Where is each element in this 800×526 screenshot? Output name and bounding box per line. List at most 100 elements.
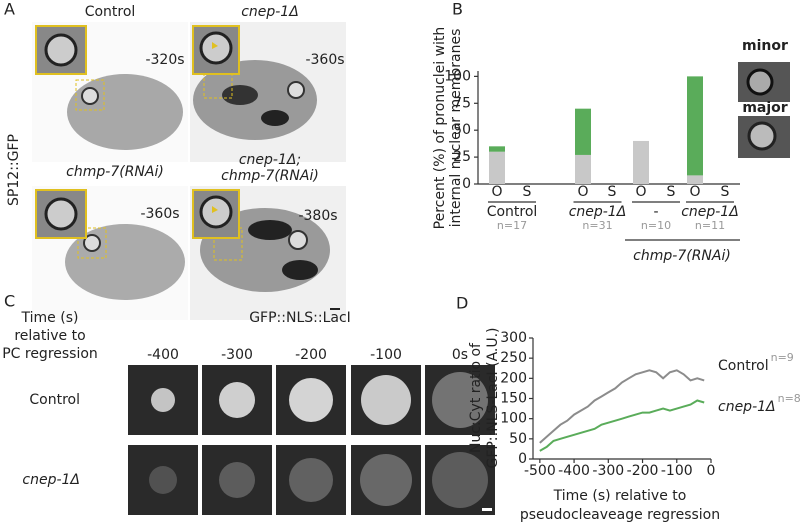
legend-label: cnep-1Δ xyxy=(718,399,776,415)
time-label: -380s xyxy=(298,208,337,224)
time-label: -360s xyxy=(305,52,344,68)
stain-label: SP12::GFP xyxy=(6,134,22,206)
micrograph xyxy=(32,186,188,320)
y-tick-label: 200 xyxy=(500,370,527,386)
x-tick-label: S xyxy=(721,184,730,200)
y-axis-label: Percent (%) of pronuclei with xyxy=(432,27,448,230)
group-label: cnep-1Δ xyxy=(681,204,739,220)
x-tick-label: O xyxy=(491,184,502,200)
legend-images xyxy=(738,62,790,158)
nucleus xyxy=(151,388,175,412)
bar-segment xyxy=(489,146,505,152)
x-tick-label: -200 xyxy=(627,463,659,479)
y-tick-label: 250 xyxy=(500,350,527,366)
panel-a-images xyxy=(32,22,346,320)
condition-label: cnep-1Δ xyxy=(241,4,299,20)
row-label: cnep-1Δ xyxy=(22,472,80,488)
x-axis-label: Time (s) relative to xyxy=(553,488,687,504)
y-tick-label: 0 xyxy=(518,451,527,467)
y-axis-label: internal nuclear membranes xyxy=(448,29,464,228)
condition-label: chmp-7(RNAi) xyxy=(66,164,164,180)
x-tick-label: O xyxy=(577,184,588,200)
group-caption: chmp-7(RNAi) xyxy=(633,248,731,264)
series-line xyxy=(539,399,705,452)
condition-label: cnep-1Δ; xyxy=(239,152,301,168)
y-tick-label: 150 xyxy=(500,391,527,407)
panel-label: B xyxy=(452,0,463,19)
x-tick-label: S xyxy=(608,184,617,200)
legend-label: minor xyxy=(742,38,788,54)
x-tick-label: 0 xyxy=(707,463,716,479)
bar-segment xyxy=(687,76,703,176)
micrograph xyxy=(190,22,346,162)
x-tick-label: O xyxy=(689,184,700,200)
scale-bar xyxy=(482,508,492,511)
bar-segment xyxy=(633,140,649,184)
group-label: cnep-1Δ xyxy=(569,204,627,220)
micrograph xyxy=(190,186,346,320)
row-label: Control xyxy=(29,392,80,408)
y-axis-label: GFP::NLS-LacI (A.U.) xyxy=(485,327,501,468)
y-tick-label: 75 xyxy=(453,95,471,111)
bar-segment xyxy=(687,175,703,184)
bar-segment xyxy=(575,108,591,155)
time-label: -300 xyxy=(221,347,253,363)
time-label: 0s xyxy=(452,347,468,363)
condition-label: chmp-7(RNAi) xyxy=(221,168,319,184)
group-n: n=17 xyxy=(497,219,527,232)
series-line xyxy=(539,369,705,444)
panel-c-images xyxy=(128,365,495,515)
y-tick-label: 300 xyxy=(500,330,527,346)
nucleus xyxy=(361,375,411,425)
group-label: Control xyxy=(487,204,538,220)
time-caption: Time (s) xyxy=(21,310,79,326)
legend-n: n=9 xyxy=(771,351,794,364)
time-label: -320s xyxy=(145,52,184,68)
panel-label: D xyxy=(456,294,468,313)
nucleus xyxy=(149,466,177,494)
y-tick-label: 0 xyxy=(462,176,471,192)
group-n: n=10 xyxy=(641,219,671,232)
bar-segment xyxy=(575,154,591,184)
panel-label: C xyxy=(4,292,15,311)
group-n: n=31 xyxy=(582,219,612,232)
nucleus xyxy=(289,458,333,502)
bar-segment xyxy=(489,151,505,184)
x-tick-label: -100 xyxy=(661,463,693,479)
nucleus xyxy=(360,454,412,506)
x-tick-label: S xyxy=(523,184,532,200)
y-tick-label: 25 xyxy=(453,149,471,165)
nucleus xyxy=(432,372,488,428)
time-label: -400 xyxy=(147,347,179,363)
legend-label: Control xyxy=(718,358,769,374)
nucleus xyxy=(289,378,333,422)
x-tick-label: O xyxy=(635,184,646,200)
time-caption: relative to xyxy=(14,328,85,344)
legend-n: n=8 xyxy=(778,392,800,405)
time-label: -360s xyxy=(140,206,179,222)
time-caption: PC regression xyxy=(2,346,98,362)
x-axis-label: pseudocleaveage regression xyxy=(520,507,720,523)
nucleus xyxy=(219,382,255,418)
micrograph xyxy=(32,22,188,162)
y-tick-label: 50 xyxy=(453,122,471,138)
group-n: n=11 xyxy=(695,219,725,232)
x-tick-label: -500 xyxy=(524,463,556,479)
y-axis-label: Nuc:Cyt ratio of xyxy=(468,342,484,453)
x-tick-label: S xyxy=(667,184,676,200)
condition-label: Control xyxy=(85,4,136,20)
group-label: - xyxy=(653,204,658,220)
legend-label: major xyxy=(742,100,787,116)
nucleus xyxy=(219,462,255,498)
time-label: -200 xyxy=(295,347,327,363)
y-tick-label: 100 xyxy=(500,411,527,427)
x-tick-label: -400 xyxy=(558,463,590,479)
time-label: -100 xyxy=(370,347,402,363)
marker-label: GFP::NLS::LacI xyxy=(249,310,351,326)
y-tick-label: 50 xyxy=(509,431,527,447)
y-tick-label: 100 xyxy=(444,68,471,84)
panel-label: A xyxy=(4,0,15,19)
x-tick-label: -300 xyxy=(592,463,624,479)
nucleus xyxy=(432,452,488,508)
